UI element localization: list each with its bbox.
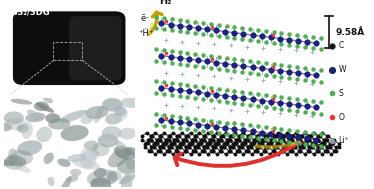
Ellipse shape xyxy=(45,113,60,123)
Ellipse shape xyxy=(59,176,72,189)
Ellipse shape xyxy=(125,159,135,170)
Ellipse shape xyxy=(21,122,33,139)
Ellipse shape xyxy=(94,168,107,178)
Text: 9.58Å: 9.58Å xyxy=(335,28,365,37)
Ellipse shape xyxy=(80,115,94,124)
Ellipse shape xyxy=(119,174,137,184)
Ellipse shape xyxy=(102,126,121,140)
Text: Li⁺: Li⁺ xyxy=(338,136,349,146)
Ellipse shape xyxy=(108,149,129,167)
Ellipse shape xyxy=(17,140,42,156)
Ellipse shape xyxy=(44,153,54,164)
Ellipse shape xyxy=(126,157,141,167)
Ellipse shape xyxy=(10,99,32,105)
Ellipse shape xyxy=(70,169,81,176)
Ellipse shape xyxy=(8,148,18,162)
Ellipse shape xyxy=(121,97,141,108)
Text: C: C xyxy=(338,41,344,50)
Ellipse shape xyxy=(98,134,118,147)
Ellipse shape xyxy=(117,159,140,174)
Ellipse shape xyxy=(58,159,71,167)
FancyBboxPatch shape xyxy=(69,16,122,80)
Text: ⁺Ḣ⁺: ⁺Ḣ⁺ xyxy=(138,29,154,38)
Ellipse shape xyxy=(10,150,33,165)
Ellipse shape xyxy=(114,108,128,122)
Ellipse shape xyxy=(80,150,96,169)
Ellipse shape xyxy=(4,112,24,124)
Ellipse shape xyxy=(87,169,114,185)
Ellipse shape xyxy=(94,105,104,123)
Ellipse shape xyxy=(5,118,27,130)
Text: WS₂/3DG: WS₂/3DG xyxy=(9,8,50,17)
Ellipse shape xyxy=(17,124,29,133)
Ellipse shape xyxy=(72,159,100,170)
Ellipse shape xyxy=(107,171,117,184)
Ellipse shape xyxy=(66,175,78,182)
Ellipse shape xyxy=(47,177,55,186)
Ellipse shape xyxy=(105,113,122,125)
Ellipse shape xyxy=(92,143,110,156)
Ellipse shape xyxy=(84,140,99,151)
Ellipse shape xyxy=(123,147,137,155)
Ellipse shape xyxy=(80,147,99,161)
Ellipse shape xyxy=(36,127,52,142)
Ellipse shape xyxy=(90,177,111,189)
Ellipse shape xyxy=(27,110,43,121)
Ellipse shape xyxy=(25,112,46,122)
Ellipse shape xyxy=(86,106,108,119)
Ellipse shape xyxy=(106,170,122,181)
Text: S: S xyxy=(338,89,343,98)
Ellipse shape xyxy=(0,123,12,131)
Ellipse shape xyxy=(7,155,27,166)
Text: ē⁻: ē⁻ xyxy=(141,14,150,23)
Ellipse shape xyxy=(114,106,126,116)
Ellipse shape xyxy=(43,96,53,103)
Ellipse shape xyxy=(3,157,24,170)
Ellipse shape xyxy=(0,160,15,166)
Ellipse shape xyxy=(102,98,123,112)
Ellipse shape xyxy=(61,125,89,141)
Ellipse shape xyxy=(48,118,70,129)
Ellipse shape xyxy=(114,146,135,160)
Text: W: W xyxy=(338,65,346,74)
Ellipse shape xyxy=(119,128,137,139)
Ellipse shape xyxy=(34,101,49,111)
FancyBboxPatch shape xyxy=(13,11,125,85)
Ellipse shape xyxy=(12,162,31,173)
Ellipse shape xyxy=(59,110,88,123)
Ellipse shape xyxy=(36,103,54,113)
Ellipse shape xyxy=(121,173,132,189)
Ellipse shape xyxy=(114,140,128,152)
Text: ē⁻: ē⁻ xyxy=(316,144,325,153)
Ellipse shape xyxy=(67,154,86,162)
Text: H₂: H₂ xyxy=(159,0,172,6)
Text: O: O xyxy=(338,113,344,122)
